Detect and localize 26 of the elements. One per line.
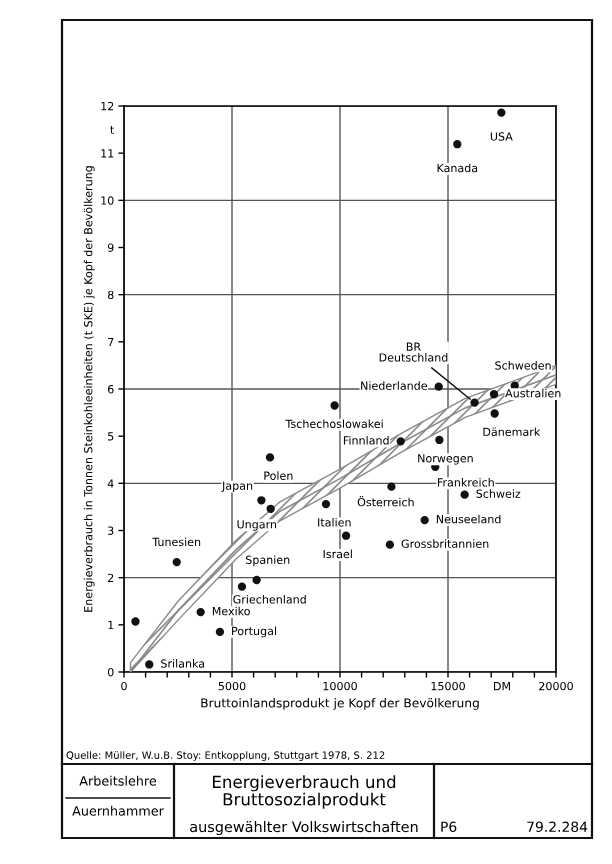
text: Energieverbrauch und Bruttosozialprodukt: [212, 775, 396, 809]
point: [196, 607, 205, 617]
point: [172, 557, 181, 567]
point: [341, 531, 351, 540]
point: [330, 401, 339, 410]
point: [257, 496, 266, 505]
point: [489, 390, 499, 399]
point: [237, 582, 247, 591]
point: [266, 504, 275, 513]
point: [460, 490, 469, 499]
point: [420, 515, 429, 525]
point: [396, 437, 405, 446]
point: [131, 617, 140, 626]
point: [434, 382, 443, 391]
point: [435, 435, 444, 445]
point: [470, 398, 479, 407]
point: [497, 108, 506, 117]
point: [321, 499, 331, 509]
point: [215, 627, 225, 637]
point: [387, 482, 396, 491]
point: [252, 575, 261, 585]
point: [265, 453, 275, 462]
point: [385, 540, 395, 549]
point: [453, 140, 462, 149]
point: [145, 660, 154, 669]
point: [490, 409, 499, 418]
